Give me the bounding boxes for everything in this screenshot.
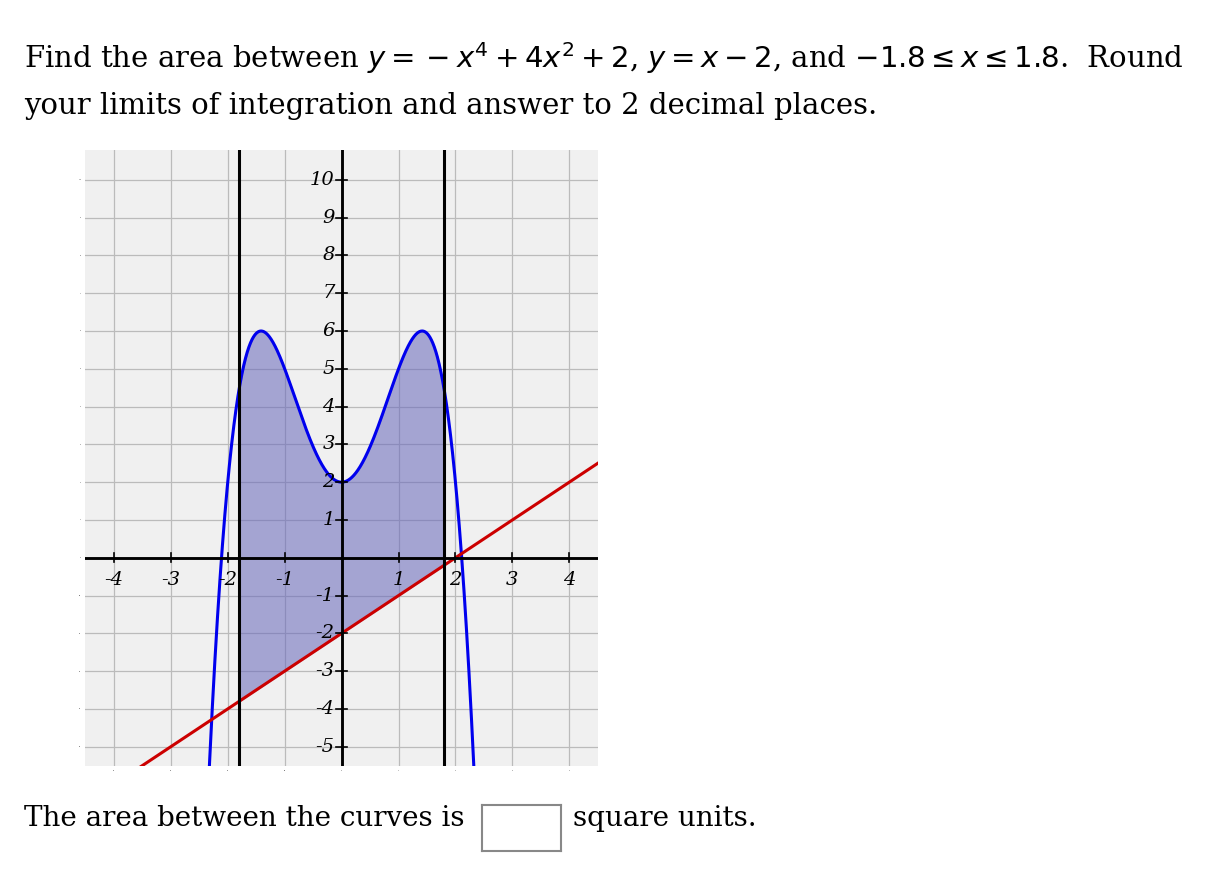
Text: -2: -2 [316, 624, 334, 642]
Text: -1: -1 [316, 587, 334, 605]
Text: -4: -4 [316, 700, 334, 718]
Text: -3: -3 [161, 571, 181, 589]
Text: 6: 6 [322, 322, 334, 340]
Text: 3: 3 [322, 436, 334, 453]
Text: 4: 4 [322, 398, 334, 415]
Text: 7: 7 [322, 284, 334, 302]
Text: -4: -4 [105, 571, 123, 589]
Text: your limits of integration and answer to 2 decimal places.: your limits of integration and answer to… [24, 92, 877, 121]
Text: square units.: square units. [573, 805, 758, 832]
Text: 2: 2 [322, 473, 334, 491]
Text: 3: 3 [506, 571, 518, 589]
Text: 2: 2 [449, 571, 461, 589]
Text: 1: 1 [322, 511, 334, 529]
Text: 10: 10 [310, 171, 334, 189]
Text: 1: 1 [393, 571, 405, 589]
Text: 8: 8 [322, 246, 334, 264]
Text: 5: 5 [322, 360, 334, 378]
Text: -5: -5 [316, 737, 334, 756]
Text: -3: -3 [316, 662, 334, 680]
Text: -1: -1 [276, 571, 294, 589]
Text: 4: 4 [564, 571, 576, 589]
Text: Find the area between $y = -x^{4} + 4x^{2} + 2$, $y = x - 2$, and $-1.8 \leq x \: Find the area between $y = -x^{4} + 4x^{… [24, 40, 1185, 76]
Text: The area between the curves is: The area between the curves is [24, 805, 465, 832]
Text: -2: -2 [218, 571, 237, 589]
Text: 9: 9 [322, 209, 334, 227]
